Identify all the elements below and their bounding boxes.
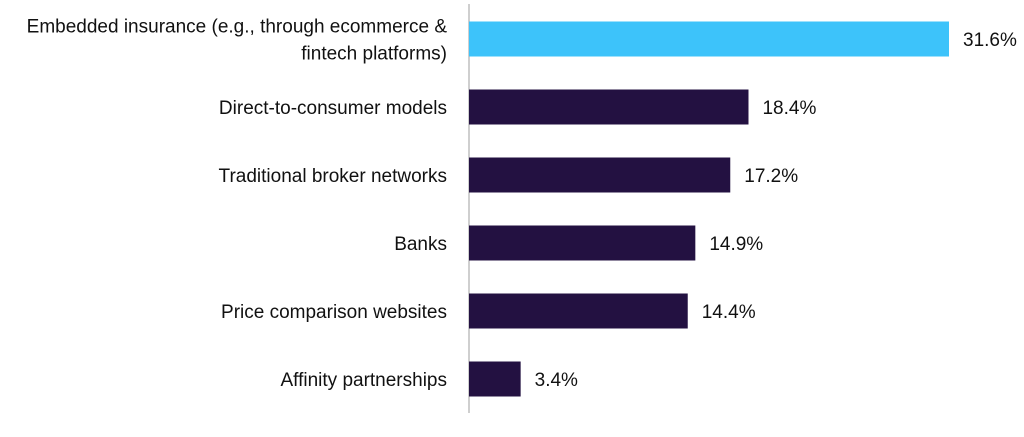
category-label-4: Price comparison websites [221, 302, 447, 323]
category-label-5: Affinity partnerships [280, 370, 447, 391]
value-label-0: 31.6% [963, 30, 1017, 51]
value-labels-group: 31.6% 18.4% 17.2% 14.9% 14.4% 3.4% [535, 30, 1017, 391]
category-label-line: Embedded insurance (e.g., through ecomme… [27, 17, 448, 38]
category-label-0: Embedded insurance (e.g., through ecomme… [27, 17, 448, 65]
bar-3 [469, 225, 696, 261]
value-label-2: 17.2% [744, 166, 798, 187]
category-label-line: Direct-to-consumer models [219, 98, 447, 119]
category-labels-group: Embedded insurance (e.g., through ecomme… [27, 17, 448, 392]
bar-2 [469, 157, 731, 193]
bar-0 [469, 21, 949, 57]
bar-5 [469, 361, 521, 397]
category-label-line: Traditional broker networks [219, 166, 447, 187]
value-label-5: 3.4% [535, 370, 578, 391]
category-label-line: Price comparison websites [221, 302, 447, 323]
value-label-4: 14.4% [702, 302, 756, 323]
category-label-3: Banks [394, 234, 447, 255]
bar-4 [469, 293, 688, 329]
category-label-1: Direct-to-consumer models [219, 98, 447, 119]
category-label-line: fintech platforms) [301, 44, 447, 65]
category-label-2: Traditional broker networks [219, 166, 447, 187]
category-label-line: Affinity partnerships [280, 370, 447, 391]
value-label-1: 18.4% [762, 98, 816, 119]
bar-1 [469, 89, 749, 125]
category-label-line: Banks [394, 234, 447, 255]
bars-group [469, 21, 949, 397]
value-label-3: 14.9% [709, 234, 763, 255]
